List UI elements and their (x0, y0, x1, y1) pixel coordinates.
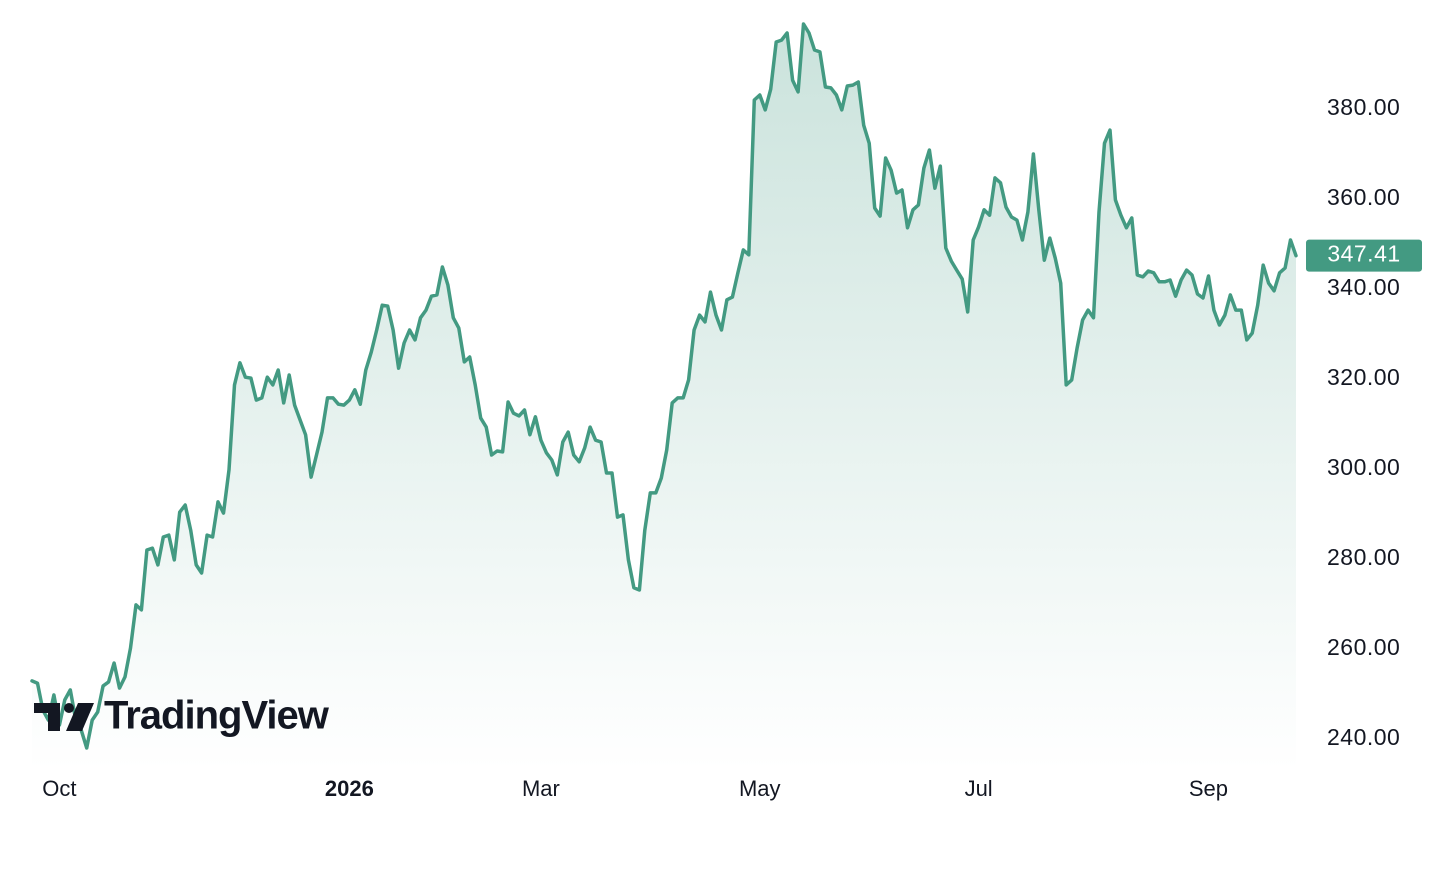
plot-area: 240.00 260.00 280.00 300.00 320.00 340.00 360.… (30, 22, 1422, 801)
x-tick-label: May (739, 776, 781, 801)
y-tick-label: 240.00 (1327, 724, 1400, 750)
y-tick-label: 380.00 (1327, 94, 1400, 120)
y-tick-label: 280.00 (1327, 544, 1400, 570)
x-tick-label: Jul (965, 776, 993, 801)
last-price-label: 347.41 (1327, 241, 1400, 267)
y-tick-label: 300.00 (1327, 454, 1400, 480)
watermark-text: TradingView (104, 694, 330, 738)
y-tick-label: 320.00 (1327, 364, 1400, 390)
last-price-tag (1306, 239, 1422, 272)
logo-mark (66, 703, 94, 731)
y-tick-label: 340.00 (1327, 274, 1400, 300)
y-tick-label: 260.00 (1327, 634, 1400, 660)
watermark: TradingView (34, 694, 331, 738)
x-tick-label: Sep (1189, 776, 1228, 801)
x-tick-label: Oct (42, 776, 76, 801)
price-line (30, 22, 1298, 750)
y-tick-label: 360.00 (1327, 184, 1400, 210)
x-tick-label: 2026 (325, 776, 374, 801)
logo-mark (64, 703, 74, 713)
logo-mark (34, 703, 60, 731)
x-tick-label: Mar (522, 776, 560, 801)
area-fill (32, 24, 1296, 771)
